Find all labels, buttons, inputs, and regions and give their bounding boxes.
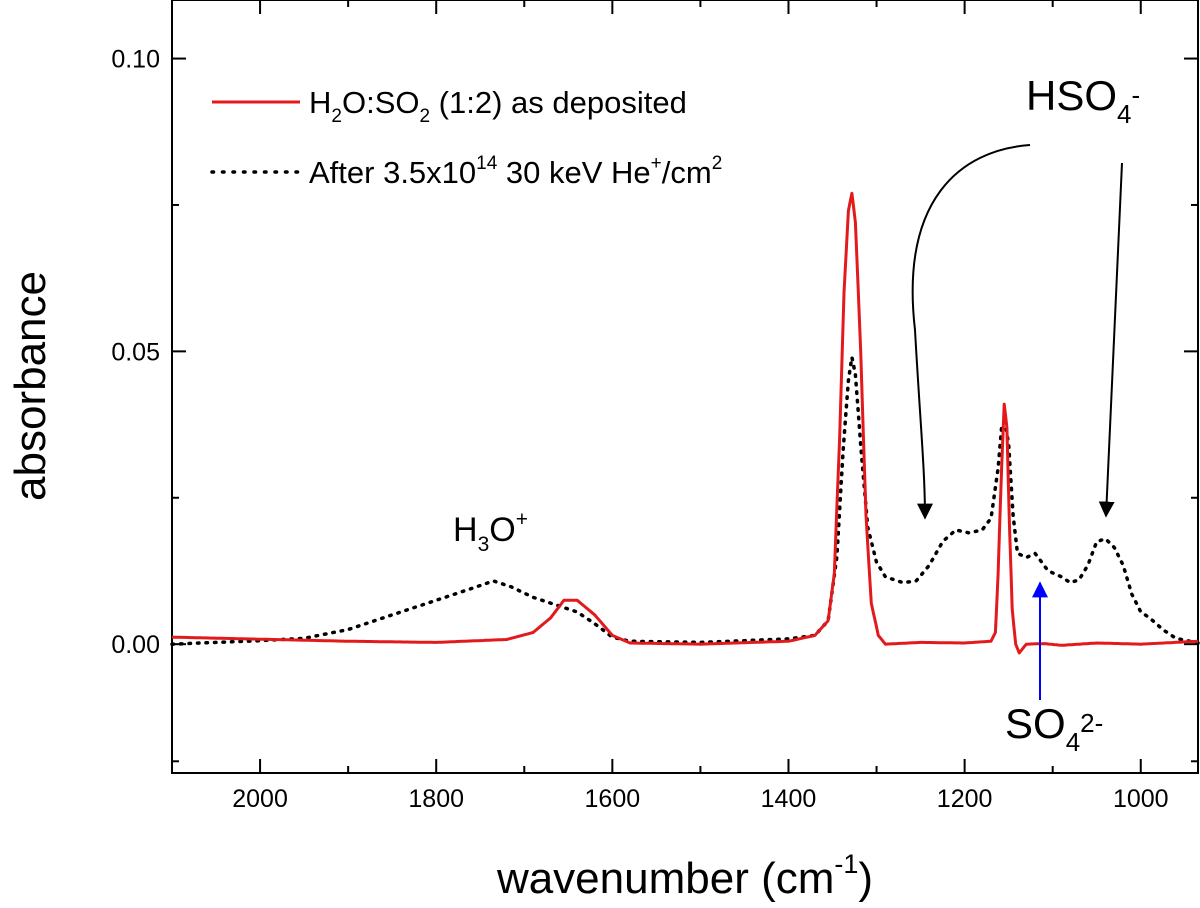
y-tick-label: 0.05 — [111, 338, 160, 366]
x-axis-title: wavenumber (cm-1) — [496, 849, 873, 903]
y-axis-title: absorbance — [6, 271, 55, 501]
annotation-h3o: H3O+ — [453, 508, 528, 556]
x-tick-label: 1000 — [1113, 785, 1169, 813]
x-tick-label: 1800 — [408, 785, 464, 813]
legend: H2O:SO2 (1:2) as deposited After 3.5x101… — [210, 85, 722, 190]
x-tick-label: 2000 — [232, 785, 288, 813]
x-tick-label: 1400 — [761, 785, 817, 813]
x-tick-label: 1600 — [585, 785, 641, 813]
series-layer — [170, 191, 1200, 655]
annotation-so4: SO42- — [1005, 700, 1103, 757]
hso4-arrow-right — [1098, 162, 1123, 518]
y-tick-label: 0.00 — [111, 631, 160, 659]
y-tick-label: 0.10 — [111, 46, 160, 74]
series-line-deposited — [171, 191, 1199, 655]
hso4-arrow-left — [911, 144, 1031, 520]
series-line-irradiated — [170, 356, 1200, 646]
legend-label-irradiated: After 3.5x1014 30 keV He+/cm2 — [309, 153, 722, 190]
legend-label-deposited: H2O:SO2 (1:2) as deposited — [309, 85, 687, 127]
x-tick-label: 1200 — [937, 785, 993, 813]
axis-tick-labels: 2000 1800 1600 1400 1200 1000 0.00 0.05 0.10 — [111, 46, 1168, 813]
annotation-hso4: HSO4- — [1026, 72, 1140, 129]
